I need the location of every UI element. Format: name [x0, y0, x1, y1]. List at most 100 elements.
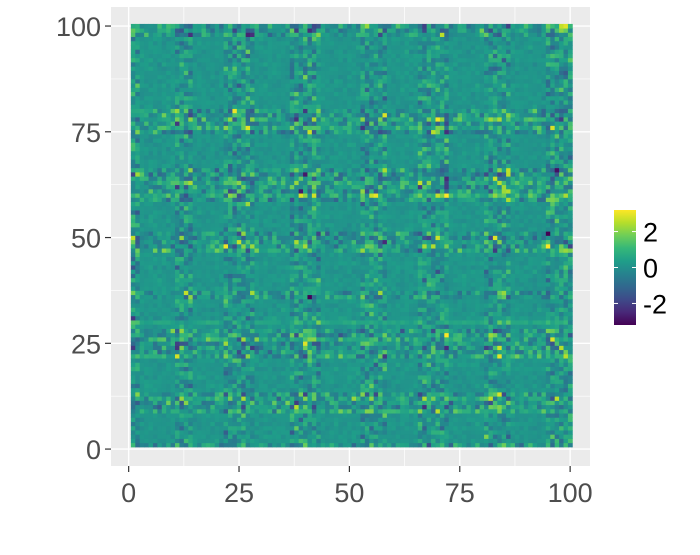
heatmap-cell: [373, 396, 379, 401]
heatmap-cell: [210, 400, 216, 406]
heatmap-cell: [201, 425, 207, 431]
heatmap-cell: [241, 421, 247, 427]
heatmap-cell: [276, 438, 282, 444]
heatmap-cell: [373, 438, 379, 444]
heatmap-cell: [139, 362, 145, 367]
heatmap-cell: [333, 375, 339, 380]
heatmap-cell: [144, 256, 149, 262]
heatmap-cell: [400, 298, 405, 304]
heatmap-cell: [342, 303, 348, 308]
heatmap-cell: [461, 332, 467, 338]
heatmap-cell: [426, 243, 432, 249]
heatmap-cell: [179, 277, 185, 283]
heatmap-cell: [351, 265, 357, 270]
heatmap-cell: [409, 391, 414, 397]
heatmap-cell: [382, 239, 388, 245]
heatmap-cell: [369, 421, 375, 427]
heatmap-cell: [280, 400, 286, 406]
heatmap-cell: [537, 277, 542, 283]
heatmap-cell: [563, 383, 569, 389]
heatmap-cell: [175, 391, 180, 397]
heatmap-cell: [479, 277, 485, 283]
heatmap-cell: [298, 345, 304, 351]
heatmap-cell: [307, 239, 313, 245]
heatmap-cell: [417, 358, 423, 363]
heatmap-cell: [537, 379, 542, 384]
heatmap-cell: [475, 353, 481, 359]
heatmap-cell: [475, 277, 481, 283]
heatmap-cell: [519, 442, 525, 448]
heatmap-cell: [250, 328, 255, 334]
heatmap-cell: [519, 408, 525, 414]
heatmap-cell: [285, 408, 291, 414]
heatmap-cell: [382, 260, 388, 266]
heatmap-cell: [351, 324, 357, 329]
heatmap-cell: [205, 425, 211, 431]
heatmap-cell: [523, 353, 529, 359]
heatmap-cell: [523, 358, 529, 363]
heatmap-cell: [272, 332, 277, 338]
heatmap-cell: [351, 235, 357, 241]
heatmap-cell: [559, 413, 564, 418]
heatmap-cell: [444, 387, 450, 393]
heatmap-cell: [166, 396, 171, 401]
heatmap-cell: [364, 375, 370, 380]
heatmap-cell: [439, 349, 445, 355]
heatmap-cell: [338, 336, 344, 342]
heatmap-cell: [254, 332, 260, 338]
heatmap-cell: [166, 366, 171, 372]
heatmap-cell: [135, 375, 141, 380]
heatmap-cell: [466, 311, 472, 317]
heatmap-cell: [214, 400, 220, 406]
heatmap-cell: [360, 400, 366, 406]
heatmap-cell: [461, 273, 467, 279]
heatmap-cell: [559, 442, 564, 448]
heatmap-cell: [523, 421, 529, 427]
heatmap-cell: [144, 400, 149, 406]
heatmap-cell: [426, 349, 432, 355]
heatmap-cell: [152, 387, 158, 393]
heatmap-cell: [258, 391, 264, 397]
heatmap-cell: [250, 345, 255, 351]
heatmap-cell: [466, 265, 472, 270]
heatmap-cell: [210, 324, 216, 329]
heatmap-cell: [139, 353, 145, 359]
heatmap-cell: [197, 375, 202, 380]
heatmap-cell: [466, 336, 472, 342]
heatmap-cell: [364, 353, 370, 359]
heatmap-cell: [497, 404, 503, 410]
heatmap-cell: [528, 421, 533, 427]
heatmap-cell: [276, 404, 282, 410]
heatmap-cell: [197, 294, 202, 300]
heatmap-cell: [435, 387, 441, 393]
heatmap-cell: [404, 404, 410, 410]
heatmap-cell: [303, 434, 308, 439]
heatmap-cell: [545, 332, 551, 338]
heatmap-cell: [210, 311, 216, 317]
heatmap-cell: [289, 311, 295, 317]
heatmap-cell: [201, 332, 207, 338]
heatmap-cell: [439, 362, 445, 367]
heatmap-cell: [457, 336, 463, 342]
heatmap-cell: [559, 290, 564, 296]
heatmap-cell: [205, 396, 211, 401]
heatmap-cell: [139, 421, 145, 427]
heatmap-cell: [347, 307, 352, 312]
heatmap-cell: [280, 438, 286, 444]
heatmap-cell: [144, 252, 149, 257]
heatmap-cell: [227, 370, 233, 376]
heatmap-cell: [201, 260, 207, 266]
heatmap-cell: [188, 442, 194, 448]
heatmap-cell: [519, 362, 525, 367]
heatmap-cell: [554, 370, 560, 376]
heatmap-cell: [461, 260, 467, 266]
heatmap-cell: [152, 438, 158, 444]
heatmap-cell: [258, 341, 264, 346]
heatmap-cell: [435, 379, 441, 384]
heatmap-cell: [311, 396, 317, 401]
heatmap-cell: [439, 442, 445, 448]
heatmap-cell: [356, 370, 361, 376]
heatmap-cell: [532, 328, 538, 334]
heatmap-cell: [170, 400, 176, 406]
heatmap-cell: [400, 413, 405, 418]
